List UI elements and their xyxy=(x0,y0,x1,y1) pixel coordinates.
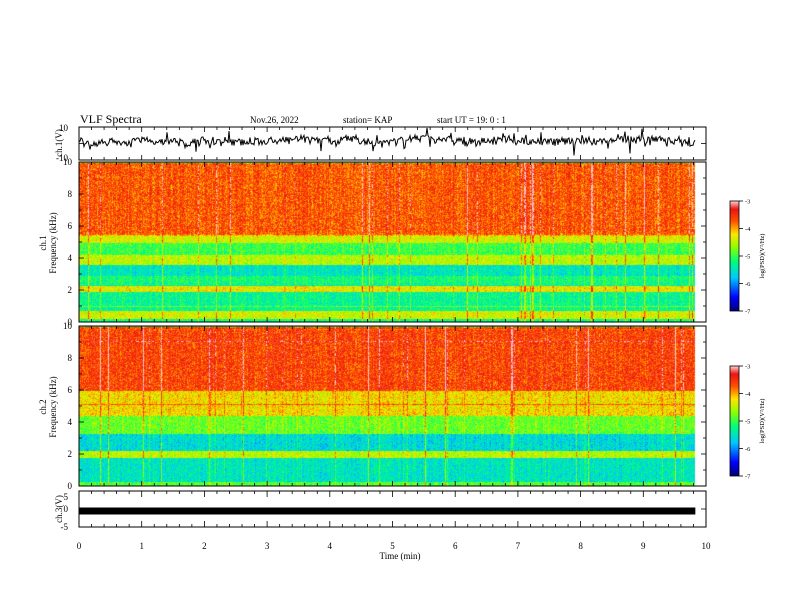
colorbar-ch2: -3 -4 -5 -6 -7 log(PSD)(V²/Hz) xyxy=(729,364,766,481)
time-tick-label: 10 xyxy=(702,541,712,551)
time-axis-tick-labels: 0 1 2 3 4 5 6 7 8 9 10 xyxy=(77,541,711,551)
ch2-frequency-ylabel: Frequency (kHz) xyxy=(48,376,58,437)
colorbar-tick-label: -6 xyxy=(745,281,751,288)
waveform-ch1-trace xyxy=(78,127,696,156)
time-tick-label: 6 xyxy=(453,541,458,551)
colorbar-tick-label: -4 xyxy=(745,226,751,233)
frequency-tick-label: 10 xyxy=(63,157,73,167)
colorbar-ch2-label: log(PSD)(V²/Hz) xyxy=(759,399,766,444)
colorbar-tick-label: -7 xyxy=(745,309,751,316)
time-tick-label: 1 xyxy=(139,541,144,551)
ch1-waveform-ylabel: ch.1(V) xyxy=(54,129,64,157)
time-tick-label: 2 xyxy=(202,541,207,551)
time-tick-label: 0 xyxy=(77,541,82,551)
time-tick-label: 8 xyxy=(578,541,583,551)
waveform-line xyxy=(79,507,696,515)
waveform-ch3-panel: 5 0 -5 ch.3(V) xyxy=(54,490,707,532)
time-tick-label: 9 xyxy=(641,541,646,551)
time-tick-label: 3 xyxy=(265,541,270,551)
frequency-tick-label: 2 xyxy=(68,285,73,295)
frequency-tick-label: 2 xyxy=(68,449,73,459)
time-tick-label: 4 xyxy=(328,541,333,551)
colorbar-ch1: -3 -4 -5 -6 -7 log(PSD)(V²/Hz) xyxy=(729,199,766,316)
time-tick-label: 7 xyxy=(516,541,521,551)
frequency-tick-label: 10 xyxy=(63,321,73,331)
ch3-ytick-bottom: -5 xyxy=(61,522,69,532)
ch1-frequency-ylabel: Frequency (kHz) xyxy=(48,212,58,273)
ch3-ytick-top: 5 xyxy=(64,492,69,502)
ch1-ytick-top: 10 xyxy=(59,123,69,133)
ch1-channel-label: ch.1 xyxy=(38,235,48,250)
ch1-ytick-bottom: -10 xyxy=(56,153,68,163)
waveform-line xyxy=(78,127,696,156)
time-tick-label: 5 xyxy=(390,541,395,551)
waveform-ch1-panel: 10 -10 ch.1(V) xyxy=(54,123,707,163)
frequency-tick-label: 8 xyxy=(68,189,73,199)
colorbar-tick-label: -5 xyxy=(745,254,750,261)
frequency-tick-label: 8 xyxy=(68,353,73,363)
date-label: Nov.26, 2022 xyxy=(250,115,299,125)
spectrogram-ch1-image xyxy=(79,162,706,322)
frequency-tick-label: 4 xyxy=(68,253,73,263)
colorbar-ch2-gradient xyxy=(730,366,739,476)
colorbar-tick-label: -6 xyxy=(745,446,751,453)
start-time-label: start UT = 19: 0 : 1 xyxy=(437,115,506,125)
frequency-tick-label: 0 xyxy=(68,481,73,491)
ch3-ytick-middle: 0 xyxy=(64,504,69,514)
colorbar-tick-label: -4 xyxy=(745,391,751,398)
colorbar-tick-label: -3 xyxy=(745,199,750,206)
frequency-tick-label: 6 xyxy=(68,385,73,395)
figure-title: VLF Spectra xyxy=(80,112,142,126)
station-label: station= KAP xyxy=(343,115,392,125)
frequency-tick-label: 0 xyxy=(68,317,73,327)
colorbar-ch1-label: log(PSD)(V²/Hz) xyxy=(759,234,766,279)
time-axis-label: Time (min) xyxy=(380,551,421,561)
spectrogram-ch2-image xyxy=(79,326,706,486)
colorbar-ch1-gradient xyxy=(730,201,739,311)
ch3-waveform-ylabel: ch.3(V) xyxy=(54,495,64,523)
waveform-ch3-trace xyxy=(79,507,696,515)
frequency-tick-label: 6 xyxy=(68,221,73,231)
colorbar-tick-label: -7 xyxy=(745,474,751,481)
colorbar-tick-label: -5 xyxy=(745,419,750,426)
spectrogram-ch1-panel: 0 2 4 6 8 10 ch.1 Frequency (kHz) xyxy=(38,157,707,327)
spectrogram-ch2-panel: 0 2 4 6 8 10 ch.2 Frequency (kHz) xyxy=(38,321,707,491)
colorbar-tick-label: -3 xyxy=(745,364,750,371)
ch2-channel-label: ch.2 xyxy=(38,399,48,414)
frequency-tick-label: 4 xyxy=(68,417,73,427)
